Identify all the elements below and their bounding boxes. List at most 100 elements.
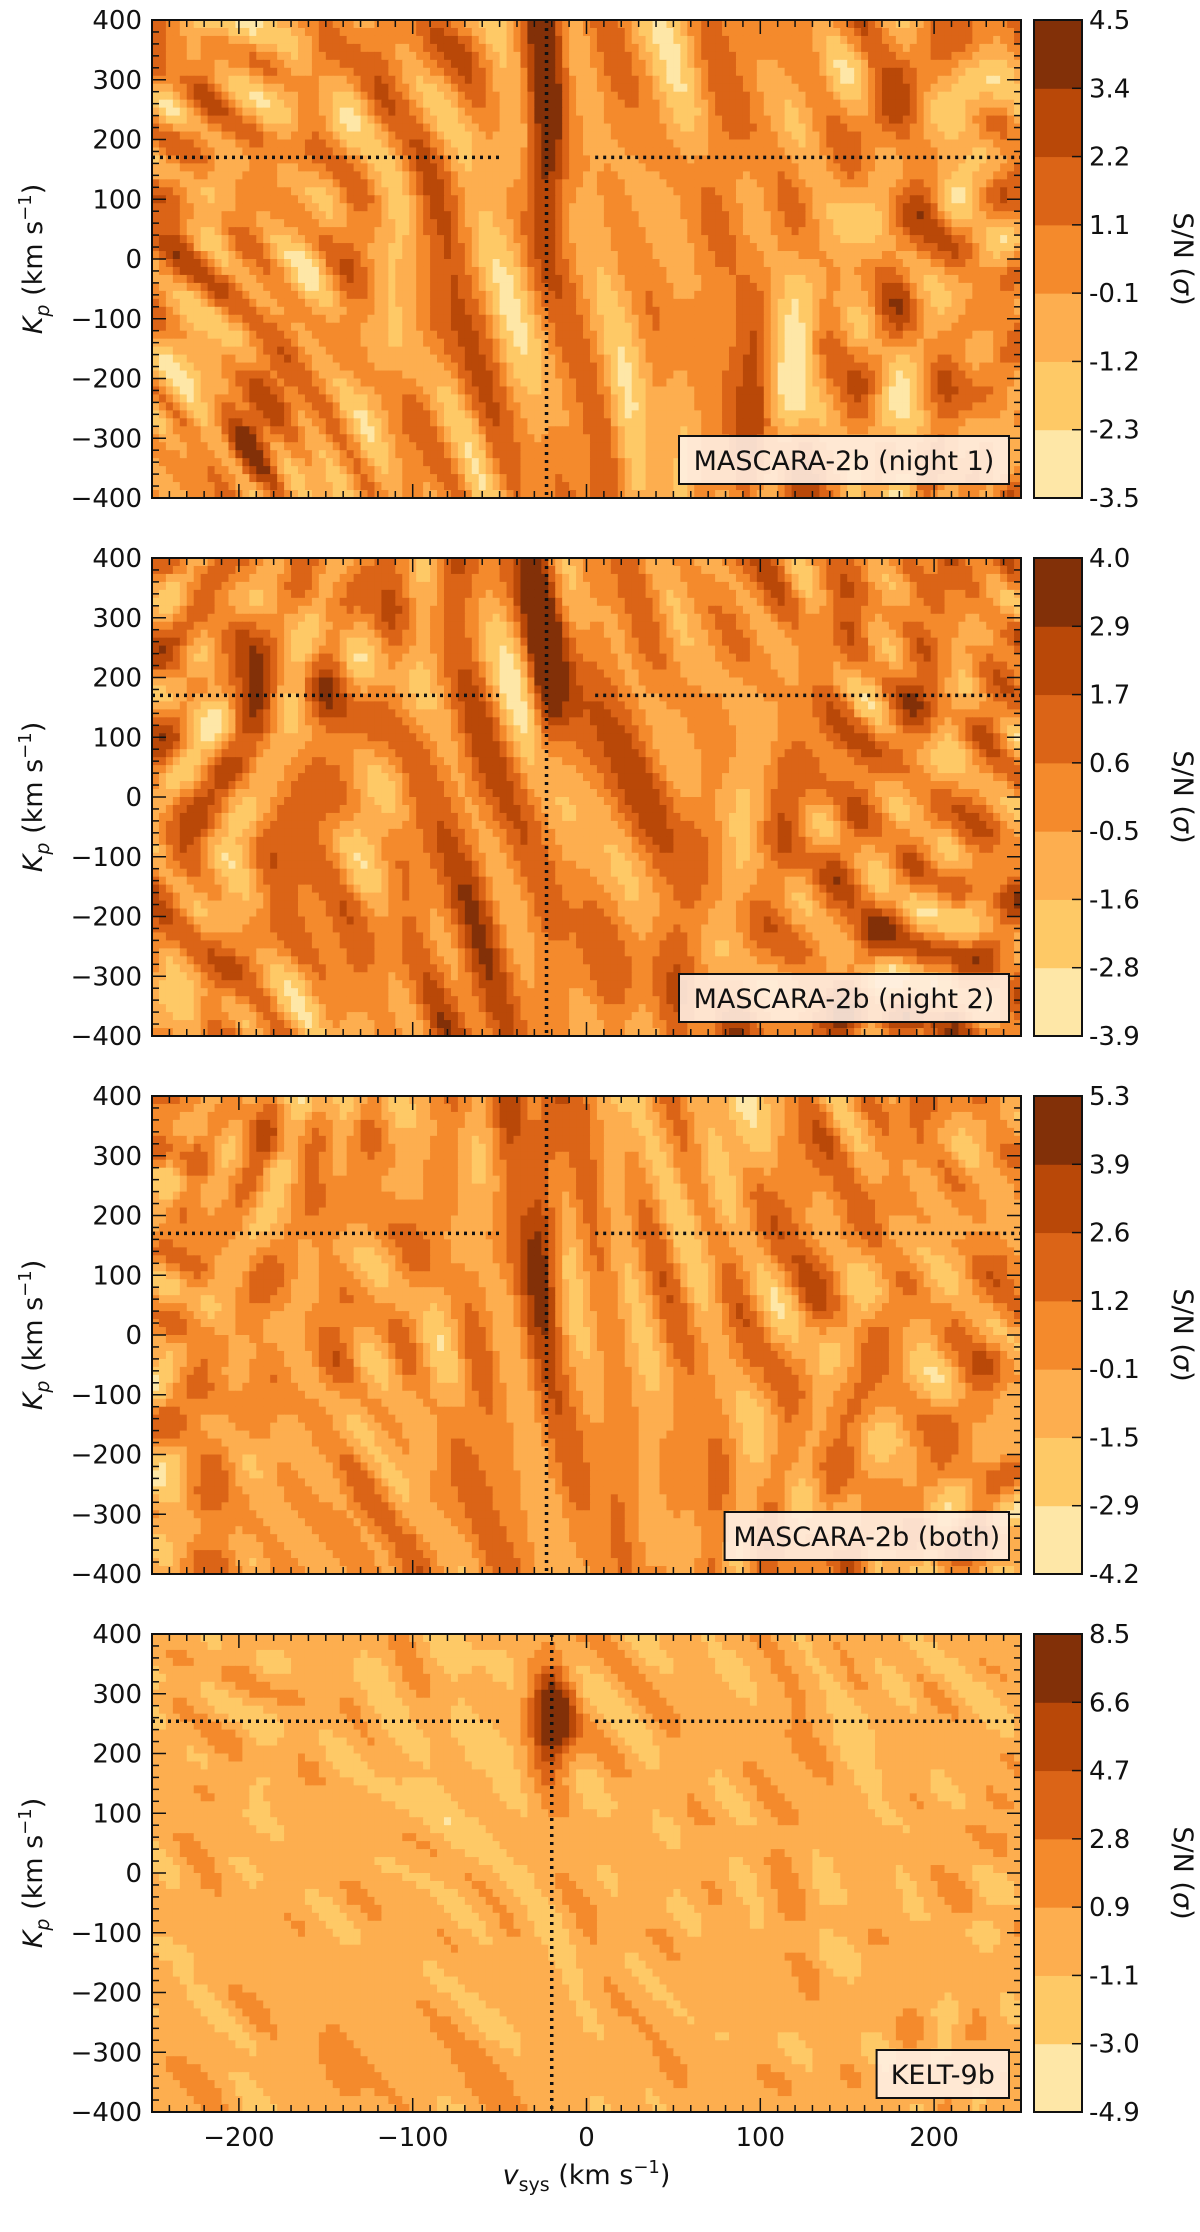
map-cell: [993, 187, 1001, 196]
map-cell: [457, 155, 466, 164]
map-cell: [895, 235, 904, 244]
map-cell: [715, 99, 723, 109]
map-cell: [569, 227, 577, 236]
map-cell: [576, 107, 584, 117]
map-cell: [895, 83, 904, 93]
map-cell: [492, 322, 501, 332]
map-cell: [659, 51, 668, 61]
map-cell: [193, 251, 202, 260]
map-cell: [513, 27, 522, 37]
map-cell: [158, 219, 167, 228]
map-cell: [207, 75, 216, 85]
map-cell: [284, 35, 292, 45]
map-cell: [478, 314, 487, 324]
map-cell: [430, 51, 438, 61]
map-cell: [395, 51, 403, 61]
map-cell: [638, 20, 647, 29]
map-cell: [513, 235, 522, 244]
map-cell: [179, 219, 188, 228]
map-cell: [1000, 139, 1008, 149]
map-cell: [374, 259, 383, 268]
map-cell: [186, 59, 195, 69]
map-cell: [638, 147, 647, 157]
map-cell: [249, 123, 257, 133]
map-cell: [770, 67, 779, 77]
map-cell: [673, 107, 681, 117]
map-cell: [666, 75, 674, 85]
map-cell: [548, 203, 556, 212]
map-cell: [437, 171, 445, 180]
map-cell: [986, 35, 994, 45]
map-cell: [165, 163, 174, 172]
map-cell: [687, 99, 695, 109]
map-cell: [735, 195, 744, 204]
map-cell: [819, 99, 827, 109]
map-cell: [242, 306, 250, 316]
map-cell: [485, 282, 494, 292]
map-cell: [659, 91, 668, 101]
map-cell: [861, 290, 869, 300]
map-cell: [1000, 75, 1008, 85]
map-cell: [548, 67, 556, 77]
map-cell: [270, 139, 278, 149]
map-cell: [284, 75, 292, 85]
map-cell: [471, 115, 480, 125]
map-cell: [485, 235, 494, 244]
map-cell: [318, 27, 327, 37]
map-cell: [805, 20, 814, 29]
map-cell: [770, 251, 779, 260]
map-cell: [235, 147, 243, 157]
map-cell: [1007, 266, 1015, 276]
map-cell: [701, 187, 709, 196]
map-cell: [770, 282, 779, 292]
map-cell: [666, 203, 674, 212]
map-cell: [798, 43, 807, 53]
map-cell: [450, 115, 459, 125]
map-cell: [819, 251, 827, 260]
map-cell: [569, 219, 577, 228]
map-cell: [152, 155, 160, 164]
map-cell: [958, 83, 966, 93]
map-cell: [687, 330, 695, 340]
map-cell: [263, 282, 271, 292]
map-cell: [701, 99, 709, 109]
map-cell: [805, 35, 814, 45]
map-cell: [513, 282, 522, 292]
map-cell: [374, 243, 383, 252]
map-cell: [541, 75, 549, 85]
map-cell: [471, 99, 480, 109]
map-cell: [443, 195, 452, 204]
map-cell: [687, 298, 695, 308]
map-cell: [569, 282, 577, 292]
map-cell: [242, 322, 250, 332]
map-cell: [763, 211, 772, 220]
map-cell: [513, 251, 522, 260]
map-cell: [534, 67, 542, 77]
map-cell: [256, 115, 264, 125]
map-cell: [186, 298, 195, 308]
map-cell: [478, 123, 487, 133]
map-cell: [617, 298, 626, 308]
map-cell: [409, 155, 417, 164]
map-cell: [715, 211, 723, 220]
map-cell: [214, 282, 223, 292]
map-cell: [742, 235, 751, 244]
map-cell: [256, 298, 264, 308]
map-cell: [694, 322, 702, 332]
map-cell: [638, 99, 647, 109]
map-cell: [819, 123, 827, 133]
map-cell: [631, 211, 640, 220]
map-cell: [297, 123, 306, 133]
map-cell: [513, 259, 522, 268]
map-cell: [228, 298, 237, 308]
map-cell: [687, 91, 695, 101]
map-cell: [944, 187, 953, 196]
map-cell: [242, 298, 250, 308]
map-cell: [437, 131, 445, 141]
map-cell: [812, 179, 820, 188]
map-cell: [589, 147, 598, 157]
map-cell: [715, 195, 723, 204]
map-cell: [527, 91, 535, 101]
map-cell: [749, 298, 758, 308]
map-cell: [749, 91, 758, 101]
